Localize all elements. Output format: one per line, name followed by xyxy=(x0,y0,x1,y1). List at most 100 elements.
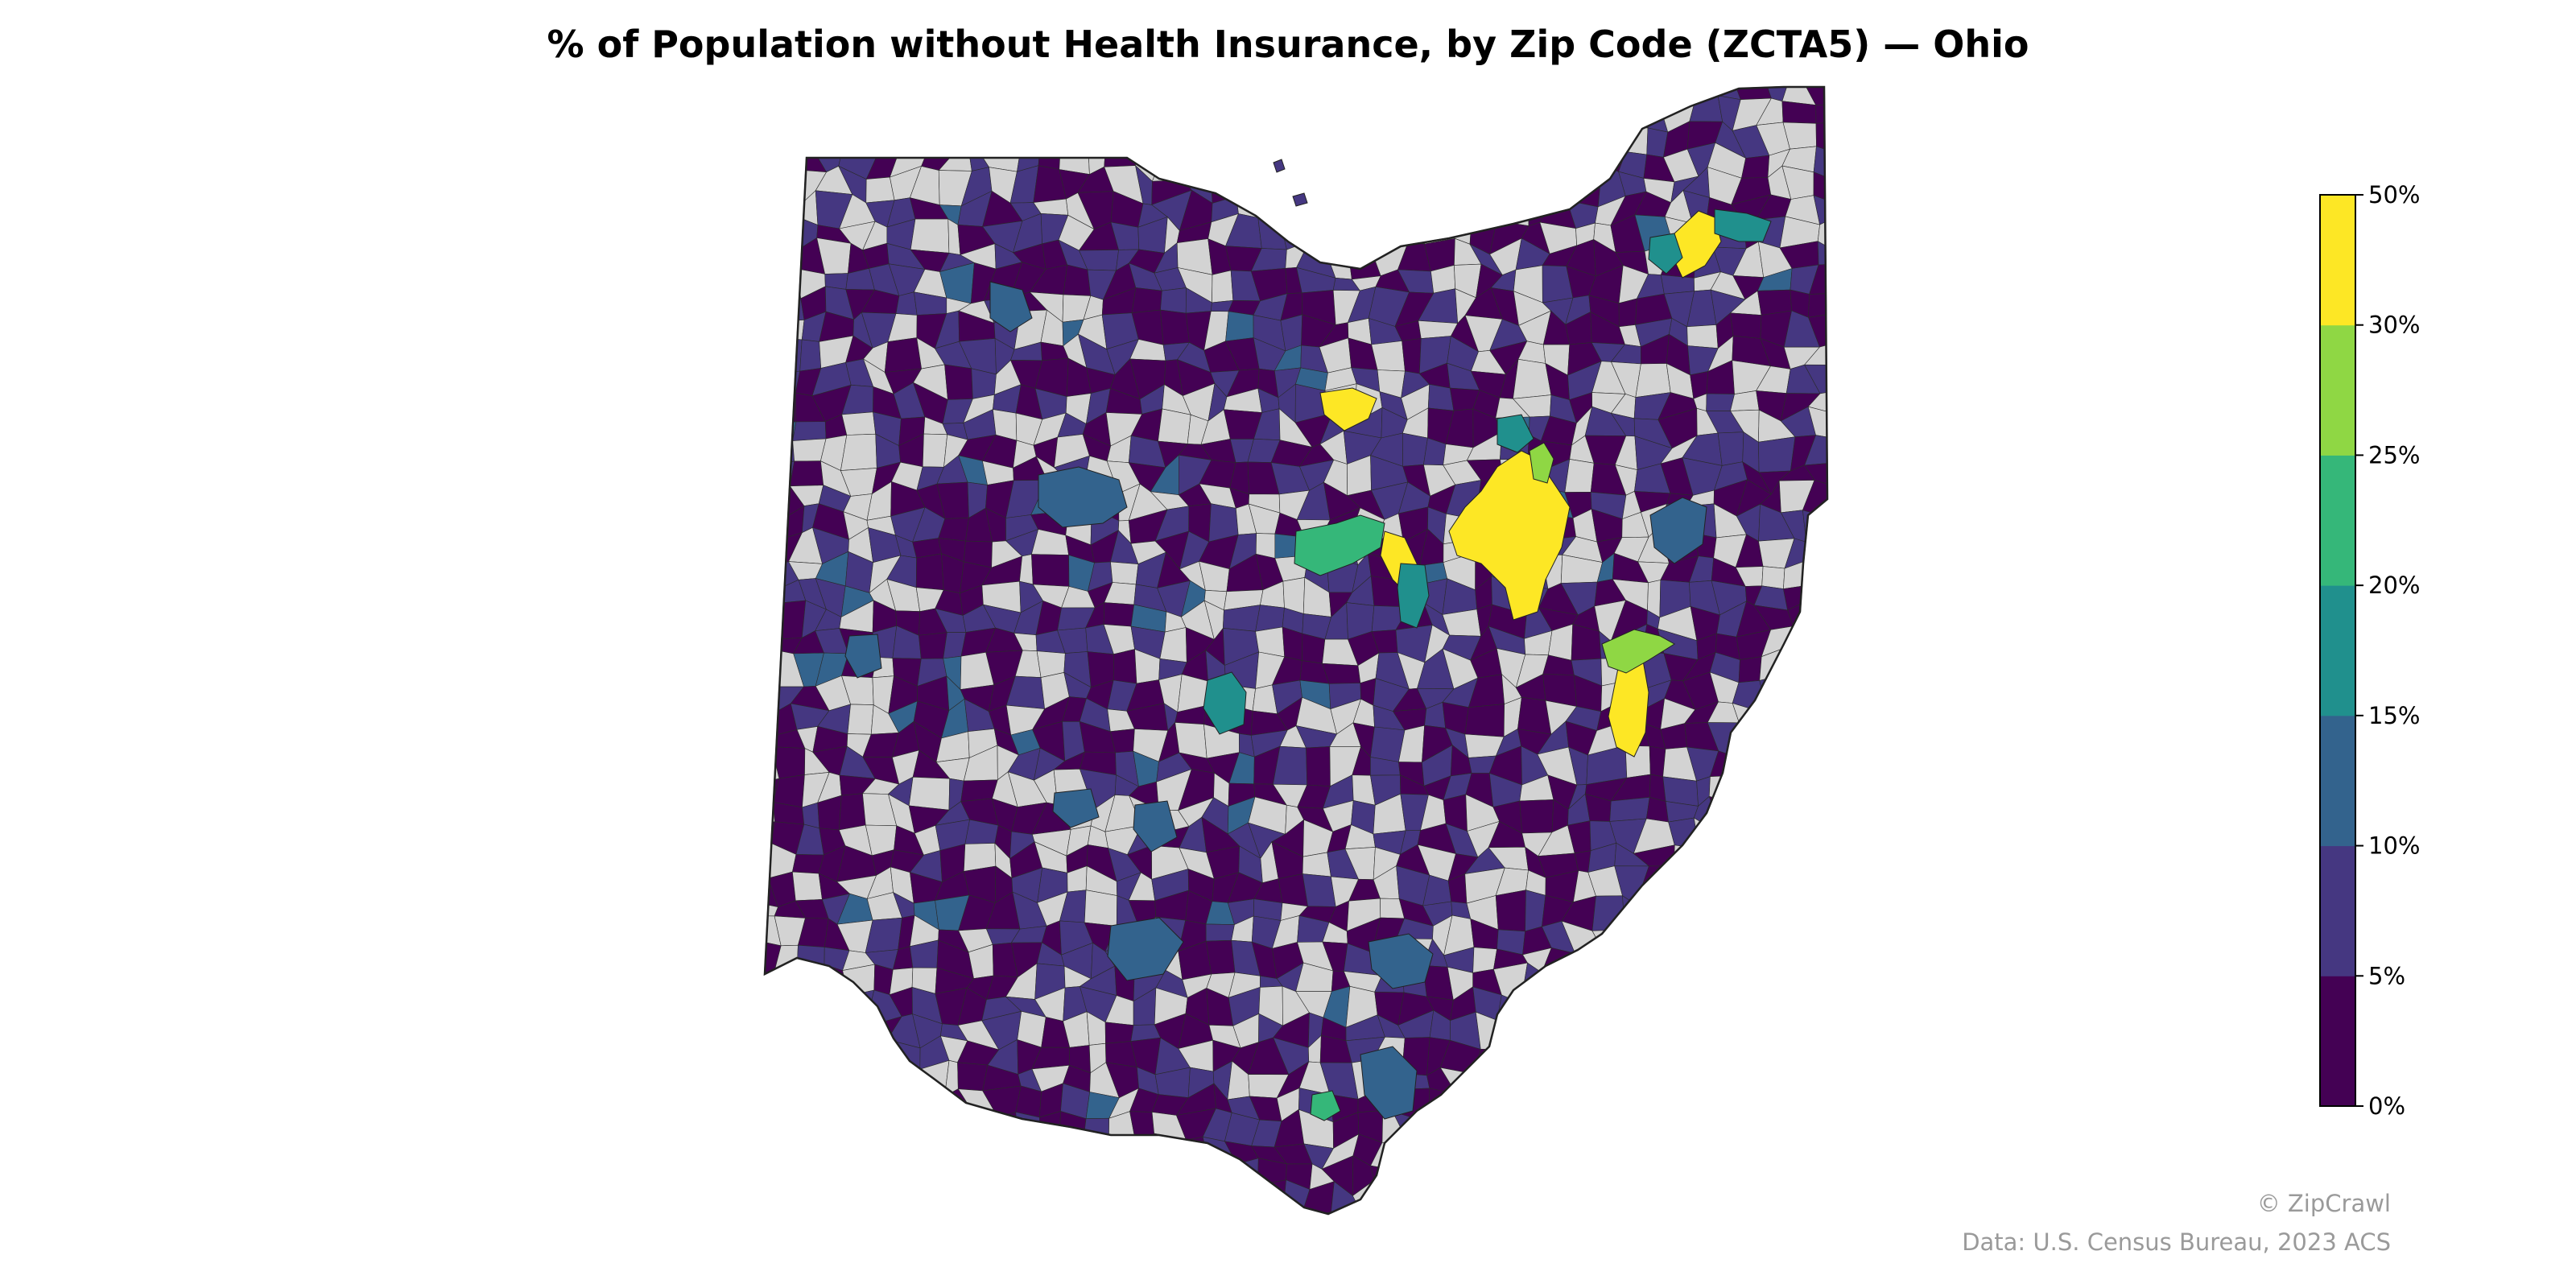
zip-region xyxy=(1034,87,1069,105)
zip-region xyxy=(1589,1086,1625,1122)
zip-region xyxy=(841,1038,870,1075)
zip-region xyxy=(1667,1114,1689,1146)
zip-region xyxy=(1113,98,1137,122)
zip-region xyxy=(840,1092,874,1110)
zip-region xyxy=(1034,95,1069,127)
zip-region xyxy=(1370,164,1404,196)
zip-region-hotspot xyxy=(1649,497,1707,564)
zip-region xyxy=(1034,1143,1060,1173)
zip-region xyxy=(795,997,818,1025)
zip-region xyxy=(1253,1203,1285,1214)
zip-region xyxy=(1488,101,1525,131)
zip-region xyxy=(1564,105,1597,128)
zip-region xyxy=(1070,1184,1080,1214)
zip-region xyxy=(770,1038,804,1076)
zip-region-hotspot xyxy=(1203,671,1247,735)
zip-region xyxy=(896,1089,921,1121)
zip-region xyxy=(957,1062,989,1092)
zip-region xyxy=(916,87,950,106)
zip-region xyxy=(1380,118,1404,147)
zip-region xyxy=(1831,1059,1868,1089)
zip-region xyxy=(791,1184,828,1214)
zip-region xyxy=(1492,1046,1522,1068)
zip-region xyxy=(1756,1088,1797,1123)
zip-region xyxy=(792,854,824,874)
zip-region xyxy=(847,704,874,735)
zip-region-hotspot xyxy=(1648,233,1683,275)
zip-region xyxy=(765,369,782,396)
zip-region xyxy=(1136,1133,1155,1167)
zip-region xyxy=(792,438,827,462)
zip-region xyxy=(1827,818,1867,848)
zip-region xyxy=(1476,1088,1505,1119)
zip-region xyxy=(1742,1108,1767,1135)
zip-region xyxy=(1513,1157,1544,1190)
zip-region xyxy=(1732,895,1767,927)
zip-region xyxy=(771,155,801,181)
zip-region xyxy=(1839,873,1860,899)
zip-region xyxy=(1397,142,1430,177)
zip-region xyxy=(1568,1132,1597,1174)
zip-region xyxy=(789,1088,830,1125)
zip-region xyxy=(1706,1204,1743,1214)
zip-region xyxy=(1781,1216,1815,1233)
zip-region xyxy=(908,776,951,811)
zip-region xyxy=(1661,1092,1694,1121)
zip-region xyxy=(933,119,970,159)
zip-region xyxy=(1563,1061,1591,1100)
zip-region xyxy=(1471,101,1498,131)
zip-region xyxy=(1730,1160,1762,1187)
zip-region xyxy=(1836,585,1866,616)
zip-region xyxy=(820,1203,847,1214)
zip-region xyxy=(919,1089,945,1121)
zip-region xyxy=(765,337,777,377)
zip-region xyxy=(1826,1117,1827,1140)
zip-region xyxy=(1302,852,1331,877)
zip-region xyxy=(1298,1212,1331,1214)
zip-region-hotspot xyxy=(844,634,882,679)
zip-region xyxy=(1635,363,1671,398)
zip-region xyxy=(1785,724,1818,763)
zip-region xyxy=(1612,1045,1649,1073)
zip-region xyxy=(1818,1088,1827,1119)
zip-region-hotspot xyxy=(1133,800,1178,852)
zip-region xyxy=(770,1018,804,1048)
zip-region xyxy=(1257,217,1287,250)
zip-region xyxy=(1827,746,1868,778)
zip-region xyxy=(1225,93,1260,134)
zip-region xyxy=(765,268,802,299)
zip-region xyxy=(1610,1114,1649,1141)
zip-region xyxy=(1541,124,1571,157)
zip-region xyxy=(1831,675,1861,703)
zip-region xyxy=(1811,1116,1827,1136)
zip-region xyxy=(1682,972,1717,1005)
zip-region xyxy=(1108,1145,1141,1167)
zip-region xyxy=(1754,795,1788,832)
zip-region xyxy=(1830,437,1865,463)
zip-region xyxy=(983,1161,1022,1196)
zip-region xyxy=(1520,1082,1548,1118)
zip-region xyxy=(863,1166,899,1186)
colorbar-segment xyxy=(2320,324,2355,456)
zip-region xyxy=(1302,873,1336,907)
zip-region xyxy=(765,317,777,342)
zip-region xyxy=(1803,342,1827,365)
zip-region xyxy=(765,117,773,157)
zip-region xyxy=(1780,649,1814,684)
zip-region xyxy=(1786,770,1816,801)
zip-region xyxy=(1569,1090,1594,1115)
zip-region xyxy=(1804,462,1827,488)
zip-region xyxy=(940,1189,970,1212)
colorbar-segment xyxy=(2320,195,2355,326)
zip-region xyxy=(1327,118,1355,151)
zip-region xyxy=(1730,1182,1762,1210)
zip-region xyxy=(1063,264,1092,296)
zip-region xyxy=(1785,745,1818,787)
zip-region xyxy=(765,973,775,1004)
zip-region xyxy=(1706,1160,1740,1191)
zip-region xyxy=(789,1132,822,1170)
zip-region xyxy=(1488,1158,1525,1191)
zip-region xyxy=(1180,1217,1208,1242)
zip-region xyxy=(766,118,799,157)
zip-region xyxy=(968,1112,999,1150)
